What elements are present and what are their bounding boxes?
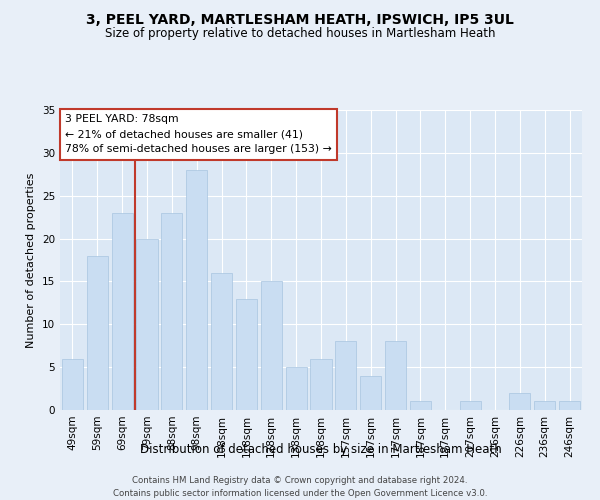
Bar <box>335 342 356 410</box>
Bar <box>186 170 207 410</box>
Bar <box>136 238 158 410</box>
Bar <box>310 358 332 410</box>
Bar <box>360 376 381 410</box>
Bar <box>161 213 182 410</box>
Text: Contains public sector information licensed under the Open Government Licence v3: Contains public sector information licen… <box>113 489 487 498</box>
Text: Contains HM Land Registry data © Crown copyright and database right 2024.: Contains HM Land Registry data © Crown c… <box>132 476 468 485</box>
Text: 3 PEEL YARD: 78sqm
← 21% of detached houses are smaller (41)
78% of semi-detache: 3 PEEL YARD: 78sqm ← 21% of detached hou… <box>65 114 332 154</box>
Bar <box>509 393 530 410</box>
Bar <box>534 402 555 410</box>
Bar <box>87 256 108 410</box>
Y-axis label: Number of detached properties: Number of detached properties <box>26 172 37 348</box>
Bar <box>460 402 481 410</box>
Bar <box>236 298 257 410</box>
Bar <box>286 367 307 410</box>
Text: Size of property relative to detached houses in Martlesham Heath: Size of property relative to detached ho… <box>105 28 495 40</box>
Bar <box>410 402 431 410</box>
Bar <box>211 273 232 410</box>
Text: Distribution of detached houses by size in Martlesham Heath: Distribution of detached houses by size … <box>140 442 502 456</box>
Bar <box>261 282 282 410</box>
Bar <box>385 342 406 410</box>
Bar <box>112 213 133 410</box>
Bar <box>62 358 83 410</box>
Bar <box>559 402 580 410</box>
Text: 3, PEEL YARD, MARTLESHAM HEATH, IPSWICH, IP5 3UL: 3, PEEL YARD, MARTLESHAM HEATH, IPSWICH,… <box>86 12 514 26</box>
